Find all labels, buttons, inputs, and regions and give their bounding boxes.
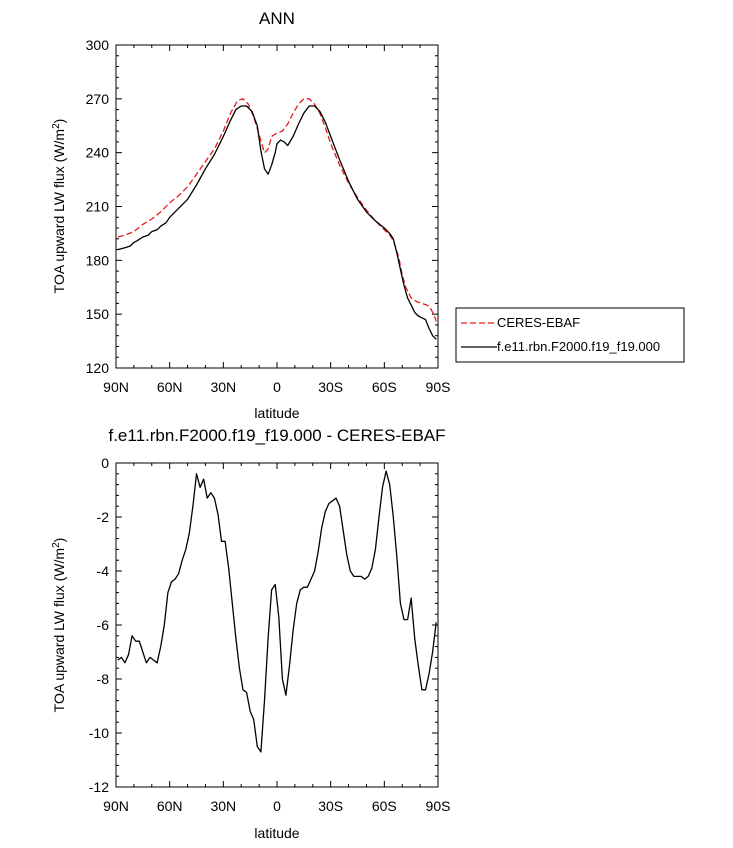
top-x-tick-label: 90S	[426, 379, 451, 395]
bottom-plot-frame	[115, 462, 439, 788]
top-series-line-f-e11-rbn-f2000-f19-f19-000	[117, 105, 437, 340]
top-chart-title: ANN	[259, 9, 295, 28]
bottom-y-axis-label-main: TOA upward LW flux (W/m	[51, 548, 67, 712]
top-ticks	[115, 44, 439, 369]
top-y-tick-label: 180	[86, 252, 110, 268]
bottom-series-line-difference	[117, 470, 437, 753]
top-x-tick-labels: 90N 60N 30N 0 30S 60S 90S	[103, 379, 450, 395]
bottom-x-tick-label: 60S	[372, 798, 397, 814]
top-x-tick-label: 60N	[157, 379, 183, 395]
bottom-y-tick-label: -2	[97, 509, 110, 525]
top-plot-frame	[115, 44, 439, 369]
bottom-x-tick-labels: 90N 60N 30N 0 30S 60S 90S	[103, 798, 450, 814]
top-series-layer	[117, 98, 437, 340]
bottom-y-axis-label-sup: 2	[51, 542, 62, 548]
bottom-y-tick-labels: -12 -10 -8 -6 -4 -2 0	[89, 455, 109, 795]
top-y-axis-label-main: TOA upward LW flux (W/m	[51, 129, 67, 293]
top-chart-legend: CERES-EBAF f.e11.rbn.F2000.f19_f19.000	[455, 307, 685, 363]
bottom-chart-title: f.e11.rbn.F2000.f19_f19.000 - CERES-EBAF	[108, 426, 445, 445]
bottom-x-tick-label: 0	[273, 798, 281, 814]
top-y-tick-label: 120	[86, 360, 110, 376]
bottom-series-layer	[117, 470, 437, 753]
top-x-tick-label: 0	[273, 379, 281, 395]
top-x-tick-label: 90N	[103, 379, 129, 395]
bottom-x-tick-label: 30N	[210, 798, 236, 814]
bottom-x-tick-label: 60N	[157, 798, 183, 814]
bottom-x-axis-label: latitude	[254, 825, 299, 841]
top-y-tick-label: 210	[86, 199, 110, 215]
bottom-y-tick-label: -12	[89, 779, 109, 795]
top-x-axis-label: latitude	[254, 405, 299, 421]
bottom-y-tick-label: -6	[97, 617, 110, 633]
top-y-tick-label: 300	[86, 37, 110, 53]
top-y-axis-label: TOA upward LW flux (W/m2)	[51, 119, 67, 294]
bottom-y-tick-label: -4	[97, 563, 110, 579]
bottom-y-tick-label: -8	[97, 671, 110, 687]
bottom-y-tick-label: -10	[89, 725, 109, 741]
bottom-y-axis-label-close: )	[51, 538, 67, 543]
bottom-x-tick-label: 90N	[103, 798, 129, 814]
top-y-tick-labels: 120 150 180 210 240 270 300	[86, 37, 110, 376]
bottom-y-axis-label: TOA upward LW flux (W/m2)	[51, 538, 67, 713]
legend-label-ceres: CERES-EBAF	[497, 315, 580, 330]
top-y-tick-label: 150	[86, 306, 110, 322]
bottom-chart-panel: f.e11.rbn.F2000.f19_f19.000 - CERES-EBAF…	[51, 426, 450, 841]
top-chart-panel: ANN 120 150 180 210 240 270 300 90N 60N 30N 0 30S 6…	[51, 9, 685, 421]
top-y-tick-label: 240	[86, 145, 110, 161]
legend-label-model: f.e11.rbn.F2000.f19_f19.000	[497, 339, 660, 354]
top-series-line-ceres-ebaf	[117, 98, 437, 322]
top-y-axis-label-close: )	[51, 119, 67, 124]
top-y-axis-label-sup: 2	[51, 123, 62, 129]
bottom-x-tick-label: 30S	[318, 798, 343, 814]
bottom-y-tick-label: 0	[101, 455, 109, 471]
top-x-tick-label: 30S	[318, 379, 343, 395]
top-y-tick-label: 270	[86, 91, 110, 107]
top-x-tick-label: 60S	[372, 379, 397, 395]
top-x-tick-label: 30N	[210, 379, 236, 395]
legend-box	[455, 307, 685, 363]
bottom-x-tick-label: 90S	[426, 798, 451, 814]
